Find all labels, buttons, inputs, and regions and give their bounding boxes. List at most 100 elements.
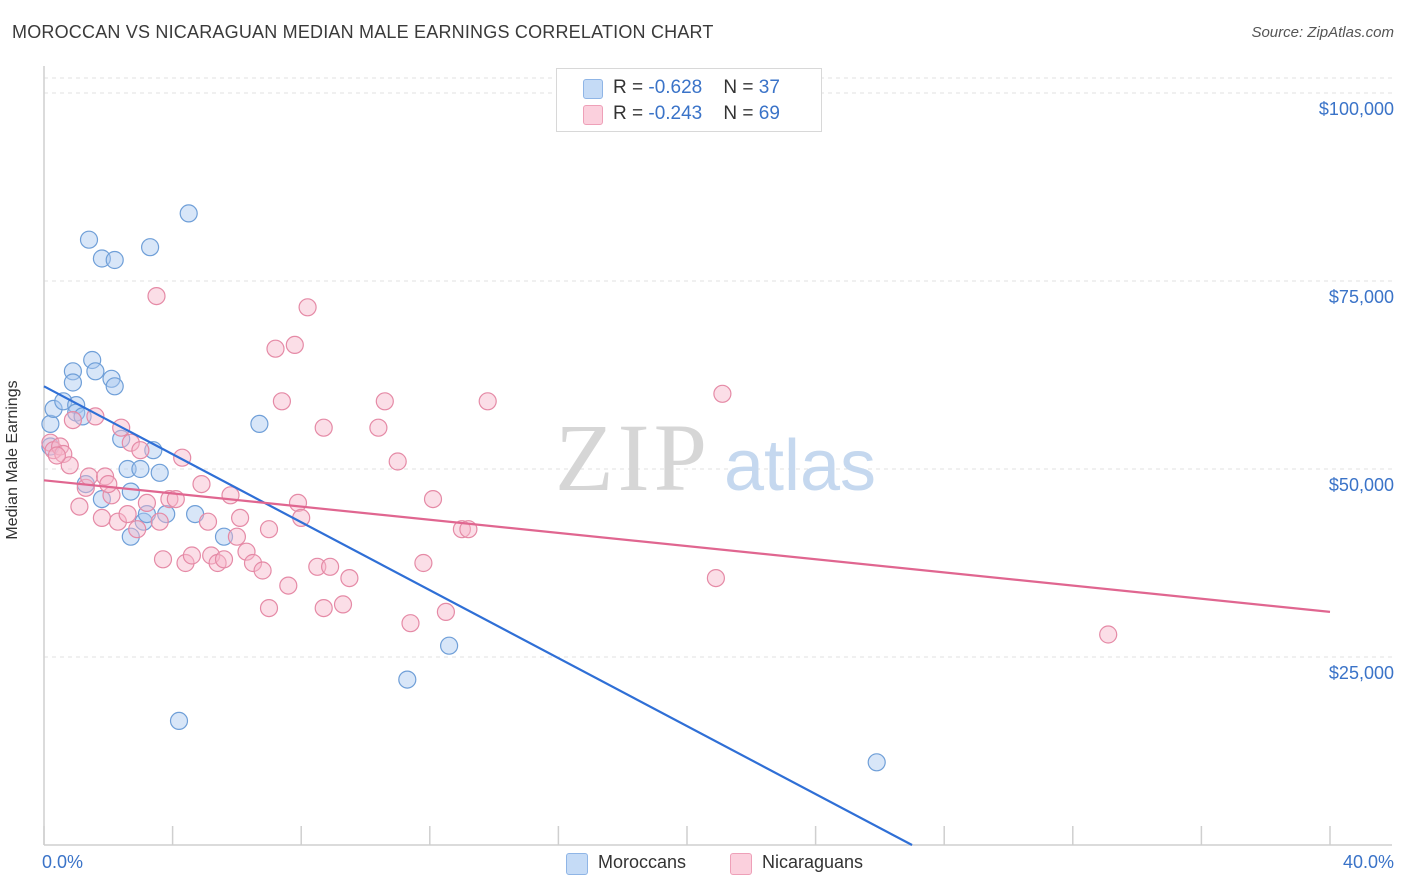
data-point-nicaraguans — [137, 493, 156, 512]
data-point-nicaraguans — [79, 467, 99, 486]
data-point-moroccans — [105, 377, 124, 396]
data-point-nicaraguans — [198, 512, 218, 531]
axes — [43, 66, 1392, 846]
data-point-moroccans — [141, 238, 160, 257]
legend-n-label: N = — [723, 77, 759, 98]
data-point-nicaraguans — [285, 335, 304, 354]
data-point-nicaraguans — [375, 392, 394, 411]
data-point-nicaraguans — [253, 561, 272, 580]
data-point-nicaraguans — [452, 520, 471, 539]
data-point-nicaraguans — [321, 557, 340, 576]
data-point-nicaraguans — [54, 444, 73, 464]
data-point-nicaraguans — [713, 384, 732, 403]
data-point-nicaraguans — [60, 456, 79, 475]
data-points — [41, 204, 1118, 772]
data-point-nicaraguans — [259, 520, 279, 539]
data-point-moroccans — [92, 490, 112, 509]
data-point-nicaraguans — [237, 542, 256, 561]
data-point-moroccans — [214, 527, 234, 546]
data-point-nicaraguans — [92, 508, 112, 528]
data-point-moroccans — [440, 636, 459, 655]
chart-title: MOROCCAN VS NICARAGUAN MEDIAN MALE EARNI… — [12, 22, 714, 42]
data-point-nicaraguans — [308, 557, 327, 576]
data-point-nicaraguans — [182, 546, 201, 565]
data-point-nicaraguans — [423, 490, 443, 509]
data-point-nicaraguans — [227, 527, 246, 546]
data-point-nicaraguans — [436, 602, 455, 622]
data-point-moroccans — [86, 362, 105, 381]
legend-r-label: R = — [613, 103, 649, 124]
legend-r-value: -0.628 — [648, 77, 703, 98]
data-point-nicaraguans — [266, 339, 285, 358]
data-point-nicaraguans — [288, 493, 308, 512]
y-axis-label: Median Male Earnings — [4, 380, 21, 540]
data-point-moroccans — [157, 504, 176, 524]
data-point-nicaraguans — [70, 497, 89, 516]
y-tick-label: $100,000 — [1318, 99, 1394, 120]
data-point-nicaraguans — [150, 512, 169, 531]
bottom-legend-label-nicaraguans: Nicaraguans — [762, 852, 864, 872]
legend-r-value: -0.243 — [648, 103, 703, 124]
data-point-nicaraguans — [259, 598, 279, 618]
data-point-nicaraguans — [272, 392, 291, 411]
data-point-moroccans — [867, 753, 886, 772]
watermark-zip: ZIP — [555, 404, 711, 511]
bottom-legend-label-moroccans: Moroccans — [598, 852, 687, 872]
data-point-nicaraguans — [231, 508, 250, 528]
data-point-moroccans — [105, 250, 124, 270]
data-point-nicaraguans — [147, 287, 166, 306]
bottom-legend-swatch-moroccans — [566, 853, 588, 875]
trend-line-nicaraguans — [43, 479, 1331, 613]
data-point-nicaraguans — [478, 392, 497, 411]
data-point-nicaraguans — [192, 475, 211, 494]
legend-r-label: R = — [613, 77, 649, 98]
data-point-moroccans — [63, 373, 83, 392]
y-tick-label: $50,000 — [1328, 475, 1394, 496]
data-point-nicaraguans — [153, 550, 173, 569]
legend-n-label: N = — [723, 103, 759, 124]
data-point-nicaraguans — [314, 418, 333, 437]
bottom-legend-swatch-nicaraguans — [730, 853, 752, 875]
data-point-nicaraguans — [279, 576, 298, 595]
data-point-nicaraguans — [47, 446, 67, 465]
data-point-moroccans — [79, 230, 99, 249]
data-point-moroccans — [121, 527, 140, 546]
data-point-nicaraguans — [388, 452, 407, 471]
data-point-nicaraguans — [706, 568, 726, 588]
trend-line-moroccans — [43, 385, 913, 846]
watermark-atlas: atlas — [724, 426, 876, 506]
legend-n-value: 69 — [758, 103, 780, 124]
legend-n-value: 37 — [758, 77, 780, 98]
source-label: Source: ZipAtlas.com — [1251, 24, 1394, 41]
data-point-nicaraguans — [160, 490, 179, 509]
correlation-legend: R = -0.628 N = 37 R = -0.243 N = 69 — [556, 68, 822, 132]
data-point-nicaraguans — [314, 598, 333, 618]
data-point-moroccans — [83, 350, 102, 370]
trend-lines — [43, 385, 1331, 846]
data-point-nicaraguans — [414, 553, 433, 573]
data-point-moroccans — [169, 711, 189, 731]
data-point-nicaraguans — [340, 568, 359, 588]
data-point-nicaraguans — [128, 520, 147, 539]
data-point-nicaraguans — [221, 486, 240, 505]
x-tick-label-max: 40.0% — [1342, 852, 1394, 872]
data-point-moroccans — [118, 459, 137, 479]
data-point-nicaraguans — [108, 512, 128, 531]
data-point-nicaraguans — [99, 475, 118, 494]
x-tick-label-min: 0.0% — [42, 852, 84, 872]
data-point-moroccans — [398, 670, 417, 689]
data-point-moroccans — [121, 482, 140, 501]
data-point-moroccans — [150, 463, 169, 482]
data-point-nicaraguans — [243, 553, 263, 573]
data-point-nicaraguans — [214, 550, 234, 569]
data-point-nicaraguans — [118, 504, 137, 524]
legend-swatch-nicaraguans — [583, 105, 603, 125]
data-point-moroccans — [41, 414, 60, 433]
data-point-nicaraguans — [63, 411, 83, 430]
data-point-nicaraguans — [1099, 625, 1118, 644]
y-tick-label: $25,000 — [1328, 663, 1394, 683]
data-point-moroccans — [179, 204, 198, 223]
legend-swatch-moroccans — [583, 79, 603, 99]
data-point-nicaraguans — [369, 418, 388, 437]
